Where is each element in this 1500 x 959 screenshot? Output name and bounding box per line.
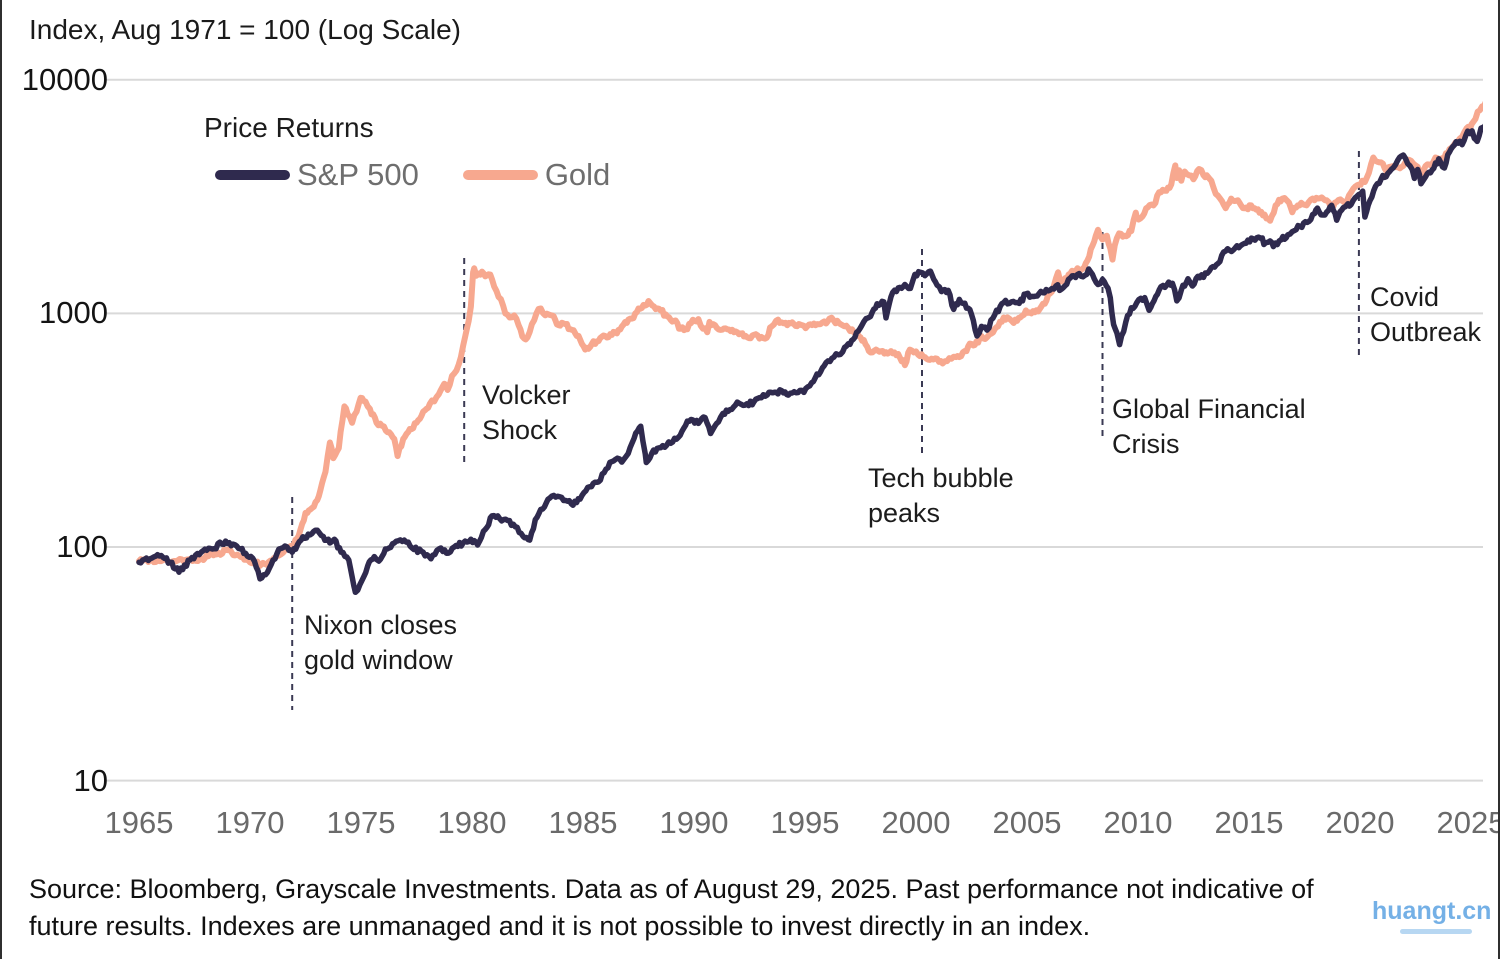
x-axis-tick-1985: 1985 xyxy=(548,805,618,840)
x-axis-tick-1965: 1965 xyxy=(104,805,174,840)
y-axis-tick-10: 10 xyxy=(73,763,108,798)
gold-legend-label: Gold xyxy=(544,157,611,192)
y-axis-tick-10000: 10000 xyxy=(21,62,108,97)
x-axis-tick-1980: 1980 xyxy=(437,805,507,840)
source-note-line2: future results. Indexes are unmanaged an… xyxy=(29,911,1091,941)
x-axis-tick-2015: 2015 xyxy=(1214,805,1284,840)
x-axis-tick-2005: 2005 xyxy=(992,805,1062,840)
sp500-line xyxy=(136,123,1483,596)
source-note: Source: Bloomberg, Grayscale Investments… xyxy=(29,871,1489,945)
source-note-line1: Source: Bloomberg, Grayscale Investments… xyxy=(29,874,1314,904)
watermark-underline xyxy=(1400,929,1472,934)
y-axis-tick-1000: 1000 xyxy=(39,295,108,330)
x-axis-tick-2000: 2000 xyxy=(881,805,951,840)
sp500-legend-label: S&P 500 xyxy=(297,157,419,192)
x-axis-tick-2025: 2025 xyxy=(1436,805,1500,840)
chart-title: Index, Aug 1971 = 100 (Log Scale) xyxy=(29,14,461,45)
x-axis-tick-2010: 2010 xyxy=(1103,805,1173,840)
x-axis-tick-1975: 1975 xyxy=(326,805,396,840)
annotation-nixon-closes-gold-window: Nixon closes gold window xyxy=(304,610,458,675)
x-axis-tick-1995: 1995 xyxy=(770,805,840,840)
annotation-global-financial-crisis: Global Financial Crisis xyxy=(1112,394,1306,459)
gold-line xyxy=(136,100,1483,570)
annotation-covid-outbreak: Covid Outbreak xyxy=(1370,282,1482,347)
annotation-tech-bubble-peaks: Tech bubble peaks xyxy=(868,463,1014,528)
watermark: huangt.cn xyxy=(1372,897,1492,925)
sp500-legend-swatch xyxy=(215,170,290,180)
gold-legend-swatch xyxy=(462,170,538,180)
x-axis-tick-1970: 1970 xyxy=(215,805,285,840)
y-axis-tick-100: 100 xyxy=(56,529,108,564)
legend: Price Returns S&P 500 Gold xyxy=(204,112,610,193)
legend-title: Price Returns xyxy=(204,112,374,143)
x-axis-tick-1990: 1990 xyxy=(659,805,729,840)
x-axis-tick-2020: 2020 xyxy=(1325,805,1395,840)
legend-items: S&P 500 Gold xyxy=(215,157,610,193)
annotation-volcker-shock: Volcker Shock xyxy=(482,380,571,445)
